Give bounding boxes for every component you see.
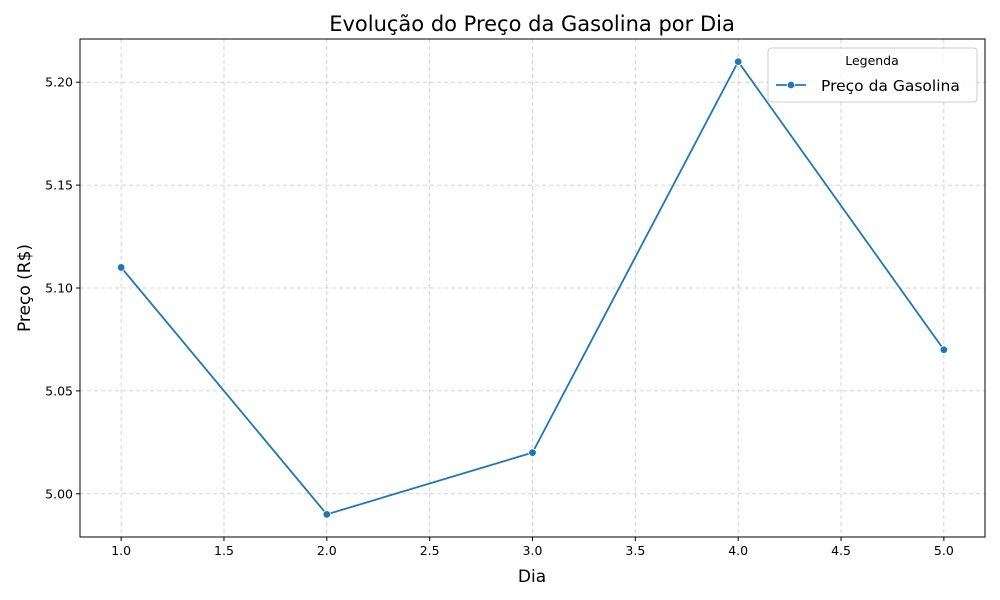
legend: Legenda Preço da Gasolina (767, 47, 978, 103)
x-tick-label: 2.0 (317, 543, 337, 558)
grid (80, 39, 985, 537)
data-point (322, 510, 332, 519)
y-tick-label: 5.20 (45, 75, 73, 90)
legend-label: Preço da Gasolina (821, 77, 960, 95)
data-point (733, 57, 743, 66)
data-point (528, 448, 537, 457)
x-tick-label: 4.5 (831, 543, 851, 558)
x-tick-label: 4.0 (728, 543, 748, 558)
x-tick-label: 2.5 (420, 543, 440, 558)
y-tick-label: 5.00 (45, 486, 73, 501)
x-tick-label: 1.0 (111, 543, 131, 558)
y-tick-label: 5.15 (45, 178, 73, 193)
series-layer (116, 57, 949, 519)
legend-box (767, 47, 978, 103)
legend-title: Legenda (845, 53, 899, 68)
axis-ticks: 1.0 1.5 2.0 2.5 3.0 3.5 4.0 4.5 5.0 5.00 5.05 5.10 5… (45, 75, 954, 558)
x-tick-label: 3.5 (625, 543, 645, 558)
y-tick-label: 5.05 (45, 383, 73, 398)
data-point (939, 345, 949, 354)
x-tick-label: 1.5 (214, 543, 234, 558)
x-tick-label: 5.0 (934, 543, 954, 558)
x-axis-label: Dia (518, 567, 546, 587)
chart-title: Evolução do Preço da Gasolina por Dia (329, 12, 735, 36)
y-tick-label: 5.10 (45, 281, 73, 296)
x-tick-label: 3.0 (523, 543, 543, 558)
y-axis-label: Preço (R$) (15, 244, 35, 332)
data-point (116, 263, 126, 272)
legend-marker-swatch (786, 80, 796, 90)
